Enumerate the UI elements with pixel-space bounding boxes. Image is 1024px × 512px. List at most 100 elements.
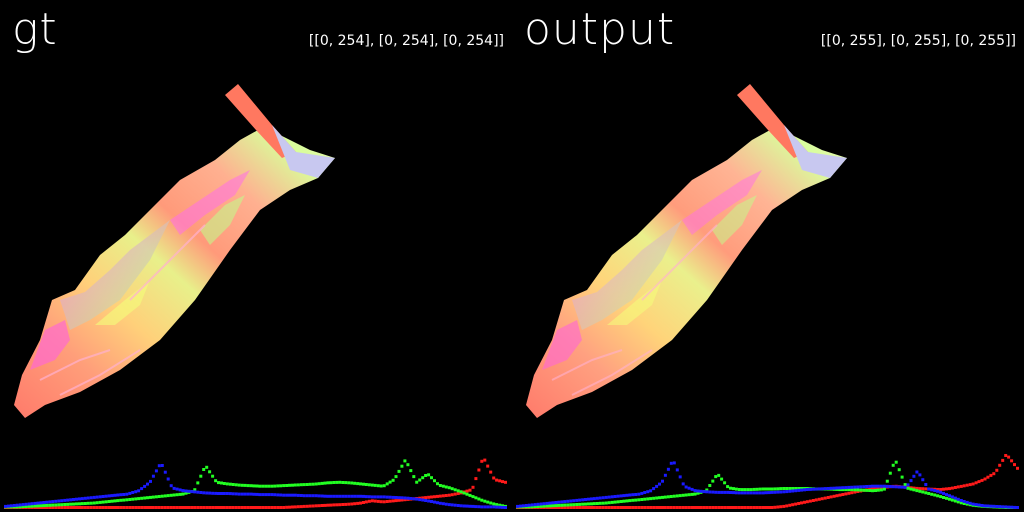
blue-histogram-point: [447, 503, 451, 507]
red-histogram-point: [211, 506, 215, 509]
green-histogram-point: [471, 495, 475, 499]
red-histogram-point: [344, 502, 348, 506]
red-histogram-point: [270, 506, 274, 509]
red-histogram-point: [255, 506, 259, 509]
blue-histogram-point: [338, 494, 342, 498]
red-histogram-point: [166, 506, 170, 509]
green-histogram-point: [314, 482, 318, 486]
blue-histogram-point: [291, 493, 294, 497]
red-histogram-point: [607, 506, 611, 509]
red-histogram-point: [199, 506, 203, 509]
blue-histogram-point: [140, 487, 144, 491]
red-histogram-point: [249, 506, 253, 509]
blue-histogram-point: [196, 490, 200, 494]
green-histogram-point: [217, 481, 220, 485]
green-histogram-point: [258, 484, 262, 488]
blue-histogram-point: [146, 482, 149, 486]
red-histogram-point: [385, 500, 389, 503]
red-histogram-point: [72, 506, 75, 509]
green-histogram-point: [222, 482, 226, 485]
green-histogram-point: [743, 488, 747, 492]
green-histogram-point: [57, 503, 61, 507]
green-histogram-point: [98, 500, 102, 504]
green-histogram-point: [370, 483, 374, 487]
blue-histogram-point: [811, 487, 815, 491]
blue-histogram-point: [172, 486, 176, 490]
green-histogram-point: [909, 487, 913, 491]
green-histogram-point: [27, 504, 31, 508]
red-histogram-point: [104, 506, 108, 509]
red-histogram-point: [560, 506, 564, 509]
green-histogram-point: [752, 487, 756, 491]
green-histogram-point: [436, 482, 439, 486]
red-histogram-point: [42, 506, 46, 509]
blue-histogram-point: [394, 496, 398, 499]
blue-histogram-point: [33, 501, 37, 505]
blue-histogram-point: [693, 489, 697, 493]
green-histogram-point: [486, 500, 490, 504]
red-histogram-point: [237, 506, 241, 509]
blue-histogram-point: [992, 504, 996, 508]
red-histogram-point: [208, 506, 212, 509]
red-histogram-point: [370, 499, 374, 503]
blue-histogram-point: [838, 486, 842, 490]
blue-histogram-point: [54, 499, 58, 503]
green-histogram-point: [794, 487, 798, 490]
blue-histogram-point: [293, 493, 297, 497]
blue-histogram-point: [75, 497, 78, 501]
green-histogram-point: [356, 482, 360, 486]
blue-histogram-point: [498, 505, 502, 509]
blue-histogram-point: [847, 485, 851, 489]
blue-histogram-point: [912, 474, 916, 478]
blue-histogram-point: [362, 494, 365, 498]
blue-histogram-point: [977, 503, 981, 507]
red-histogram-point: [131, 506, 135, 509]
blue-histogram-point: [882, 484, 886, 488]
red-histogram-point: [732, 506, 735, 509]
red-histogram-point: [619, 506, 623, 509]
green-histogram-point: [320, 481, 324, 485]
green-histogram-point: [740, 488, 744, 492]
blue-histogram-point: [927, 487, 931, 491]
green-histogram-point: [459, 490, 463, 494]
red-histogram-point: [752, 506, 756, 509]
green-histogram-point: [737, 488, 741, 491]
blue-histogram-point: [504, 506, 507, 509]
green-histogram-point: [545, 504, 549, 508]
green-histogram-point: [400, 464, 404, 468]
blue-histogram-point: [805, 488, 809, 491]
output-value-range: [[0, 255], [0, 255], [0, 255]]: [820, 33, 1016, 49]
blue-histogram-point: [598, 496, 602, 500]
red-histogram-point: [501, 480, 504, 484]
blue-histogram-point: [604, 495, 608, 499]
green-histogram-point: [18, 505, 22, 509]
green-histogram-point: [897, 468, 901, 472]
red-histogram-point: [421, 496, 425, 500]
red-histogram-point: [743, 506, 747, 509]
green-histogram-point: [305, 483, 309, 486]
red-histogram-point: [175, 506, 179, 509]
red-histogram-point: [758, 506, 762, 509]
green-histogram-point: [876, 488, 880, 492]
blue-histogram-point: [879, 484, 883, 488]
blue-histogram-point: [95, 495, 99, 499]
blue-histogram-point: [903, 485, 907, 489]
blue-histogram-point: [853, 485, 857, 489]
green-histogram-point: [249, 484, 253, 488]
red-histogram-point: [746, 506, 750, 509]
blue-histogram-point: [104, 494, 108, 498]
red-histogram-point: [311, 504, 315, 508]
blue-histogram-point: [516, 504, 519, 508]
green-histogram-point: [163, 494, 167, 498]
blue-histogram-point: [527, 503, 531, 507]
blue-histogram-point: [803, 488, 806, 492]
blue-histogram-point: [631, 493, 635, 497]
red-histogram-point: [483, 458, 487, 462]
green-histogram-point: [950, 498, 954, 502]
red-histogram-point: [800, 501, 803, 505]
red-histogram-point: [666, 506, 670, 509]
red-histogram-point: [231, 506, 235, 509]
blue-histogram-point: [273, 493, 277, 497]
blue-histogram-point: [918, 473, 922, 477]
red-histogram-point: [400, 498, 404, 502]
